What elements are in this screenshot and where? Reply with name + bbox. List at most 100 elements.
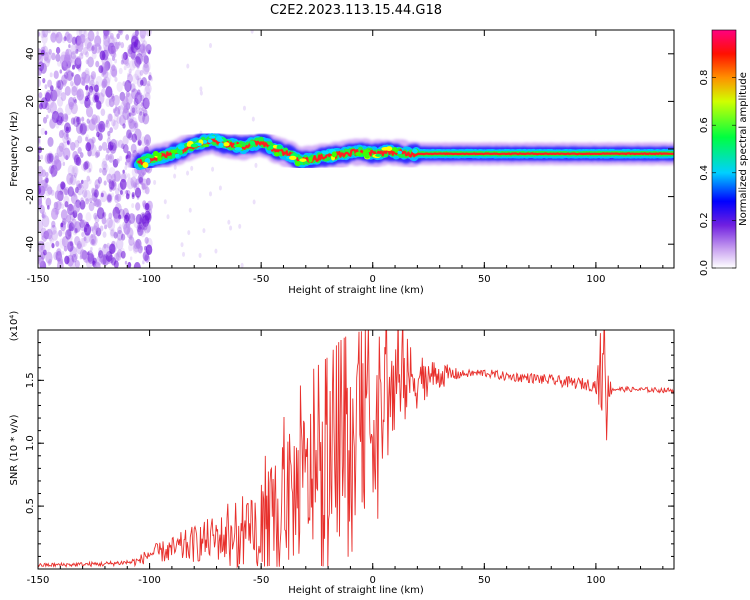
ridge-blob [288,155,297,160]
colorbar: 0.0 0.2 0.4 0.6 0.8 Normalized spectral ampl… [699,29,749,276]
noise-blob [105,86,113,98]
noise-blob [121,53,126,61]
noise-blob [55,53,61,62]
noise-blob [85,161,93,174]
noise-blob [106,217,113,229]
noise-blob [67,234,73,242]
noise-blob [79,237,86,248]
noise-blob [106,242,110,249]
noise-blob [123,65,127,71]
noise-speck [254,162,258,168]
ridge-blob [299,158,307,162]
noise-blob [56,145,64,158]
noise-blob [95,75,103,88]
noise-blob [144,254,150,263]
noise-blob [65,49,70,55]
noise-blob [91,44,98,55]
noise-blob [51,52,56,61]
noise-blob [41,215,50,228]
noise-blob [79,33,86,44]
noise-blob [38,185,42,195]
noise-blob [60,181,66,190]
noise-blob [139,92,143,97]
noise-blob [86,175,91,182]
noise-speck [240,262,244,268]
noise-blob [142,51,147,60]
noise-blob [56,115,63,126]
noise-blob [118,208,125,219]
noise-blob [87,92,90,97]
noise-blob [130,83,136,93]
noise-blob [49,237,54,245]
ridge-blob [249,140,256,146]
noise-blob [144,236,149,244]
x-tick-label: 0 [370,274,376,285]
noise-blob [85,51,89,58]
noise-blob [143,223,148,230]
noise-blob [67,203,75,216]
noise-blob [89,197,93,203]
noise-blob [98,247,102,253]
noise-blob [132,214,136,220]
noise-blob [41,33,48,44]
noise-blob [86,118,90,124]
noise-blob [134,122,138,129]
noise-blob [40,127,46,136]
noise-blob [136,64,140,69]
noise-blob [38,31,41,37]
noise-blob [42,116,48,124]
noise-blob [107,130,111,137]
noise-blob [110,257,117,266]
noise-blob [136,102,141,111]
noise-blob [125,34,130,41]
ridge-blob [294,160,301,167]
noise-blob [47,136,54,147]
noise-blob [108,179,112,184]
noise-blob [140,136,147,147]
noise-speck [186,63,190,69]
noise-blob [47,79,53,88]
noise-blob [134,47,139,54]
noise-blob [42,78,46,84]
noise-blob [143,59,149,69]
noise-blob [63,71,69,79]
noise-blob [57,59,62,67]
noise-blob [122,123,126,129]
noise-blob [90,246,93,252]
noise-speck [238,223,242,229]
y-tick-label: 0.5 [25,498,36,514]
colorbar-tick-label: 0.6 [699,117,710,133]
noise-blob [50,89,58,102]
noise-blob [145,83,152,95]
noise-blob [119,190,123,195]
ridge-blob [177,143,185,150]
noise-blob [143,60,151,73]
noise-blob [47,107,51,114]
noise-blob [81,116,85,122]
noise-blob [85,125,90,132]
noise-blob [105,119,109,125]
noise-blob [133,261,141,268]
noise-blob [118,214,122,220]
noise-blob [38,173,43,186]
noise-blob [79,152,84,158]
noise-blob [128,219,132,226]
noise-blob [50,208,59,220]
noise-blob [85,198,90,205]
noise-blob [48,153,55,163]
noise-blob [57,79,64,91]
noise-blob [72,191,75,196]
x-tick-label: 100 [586,575,605,586]
noise-speck [182,251,186,257]
noise-blob [47,186,53,195]
noise-blob [54,85,62,98]
noise-speck [138,136,142,142]
noise-blob [108,113,113,122]
noise-blob [88,179,92,185]
noise-blob [120,250,126,259]
noise-blob [110,140,114,146]
noise-blob [148,72,152,77]
noise-blob [91,194,94,199]
noise-blob [137,139,142,146]
noise-blob [116,193,122,202]
